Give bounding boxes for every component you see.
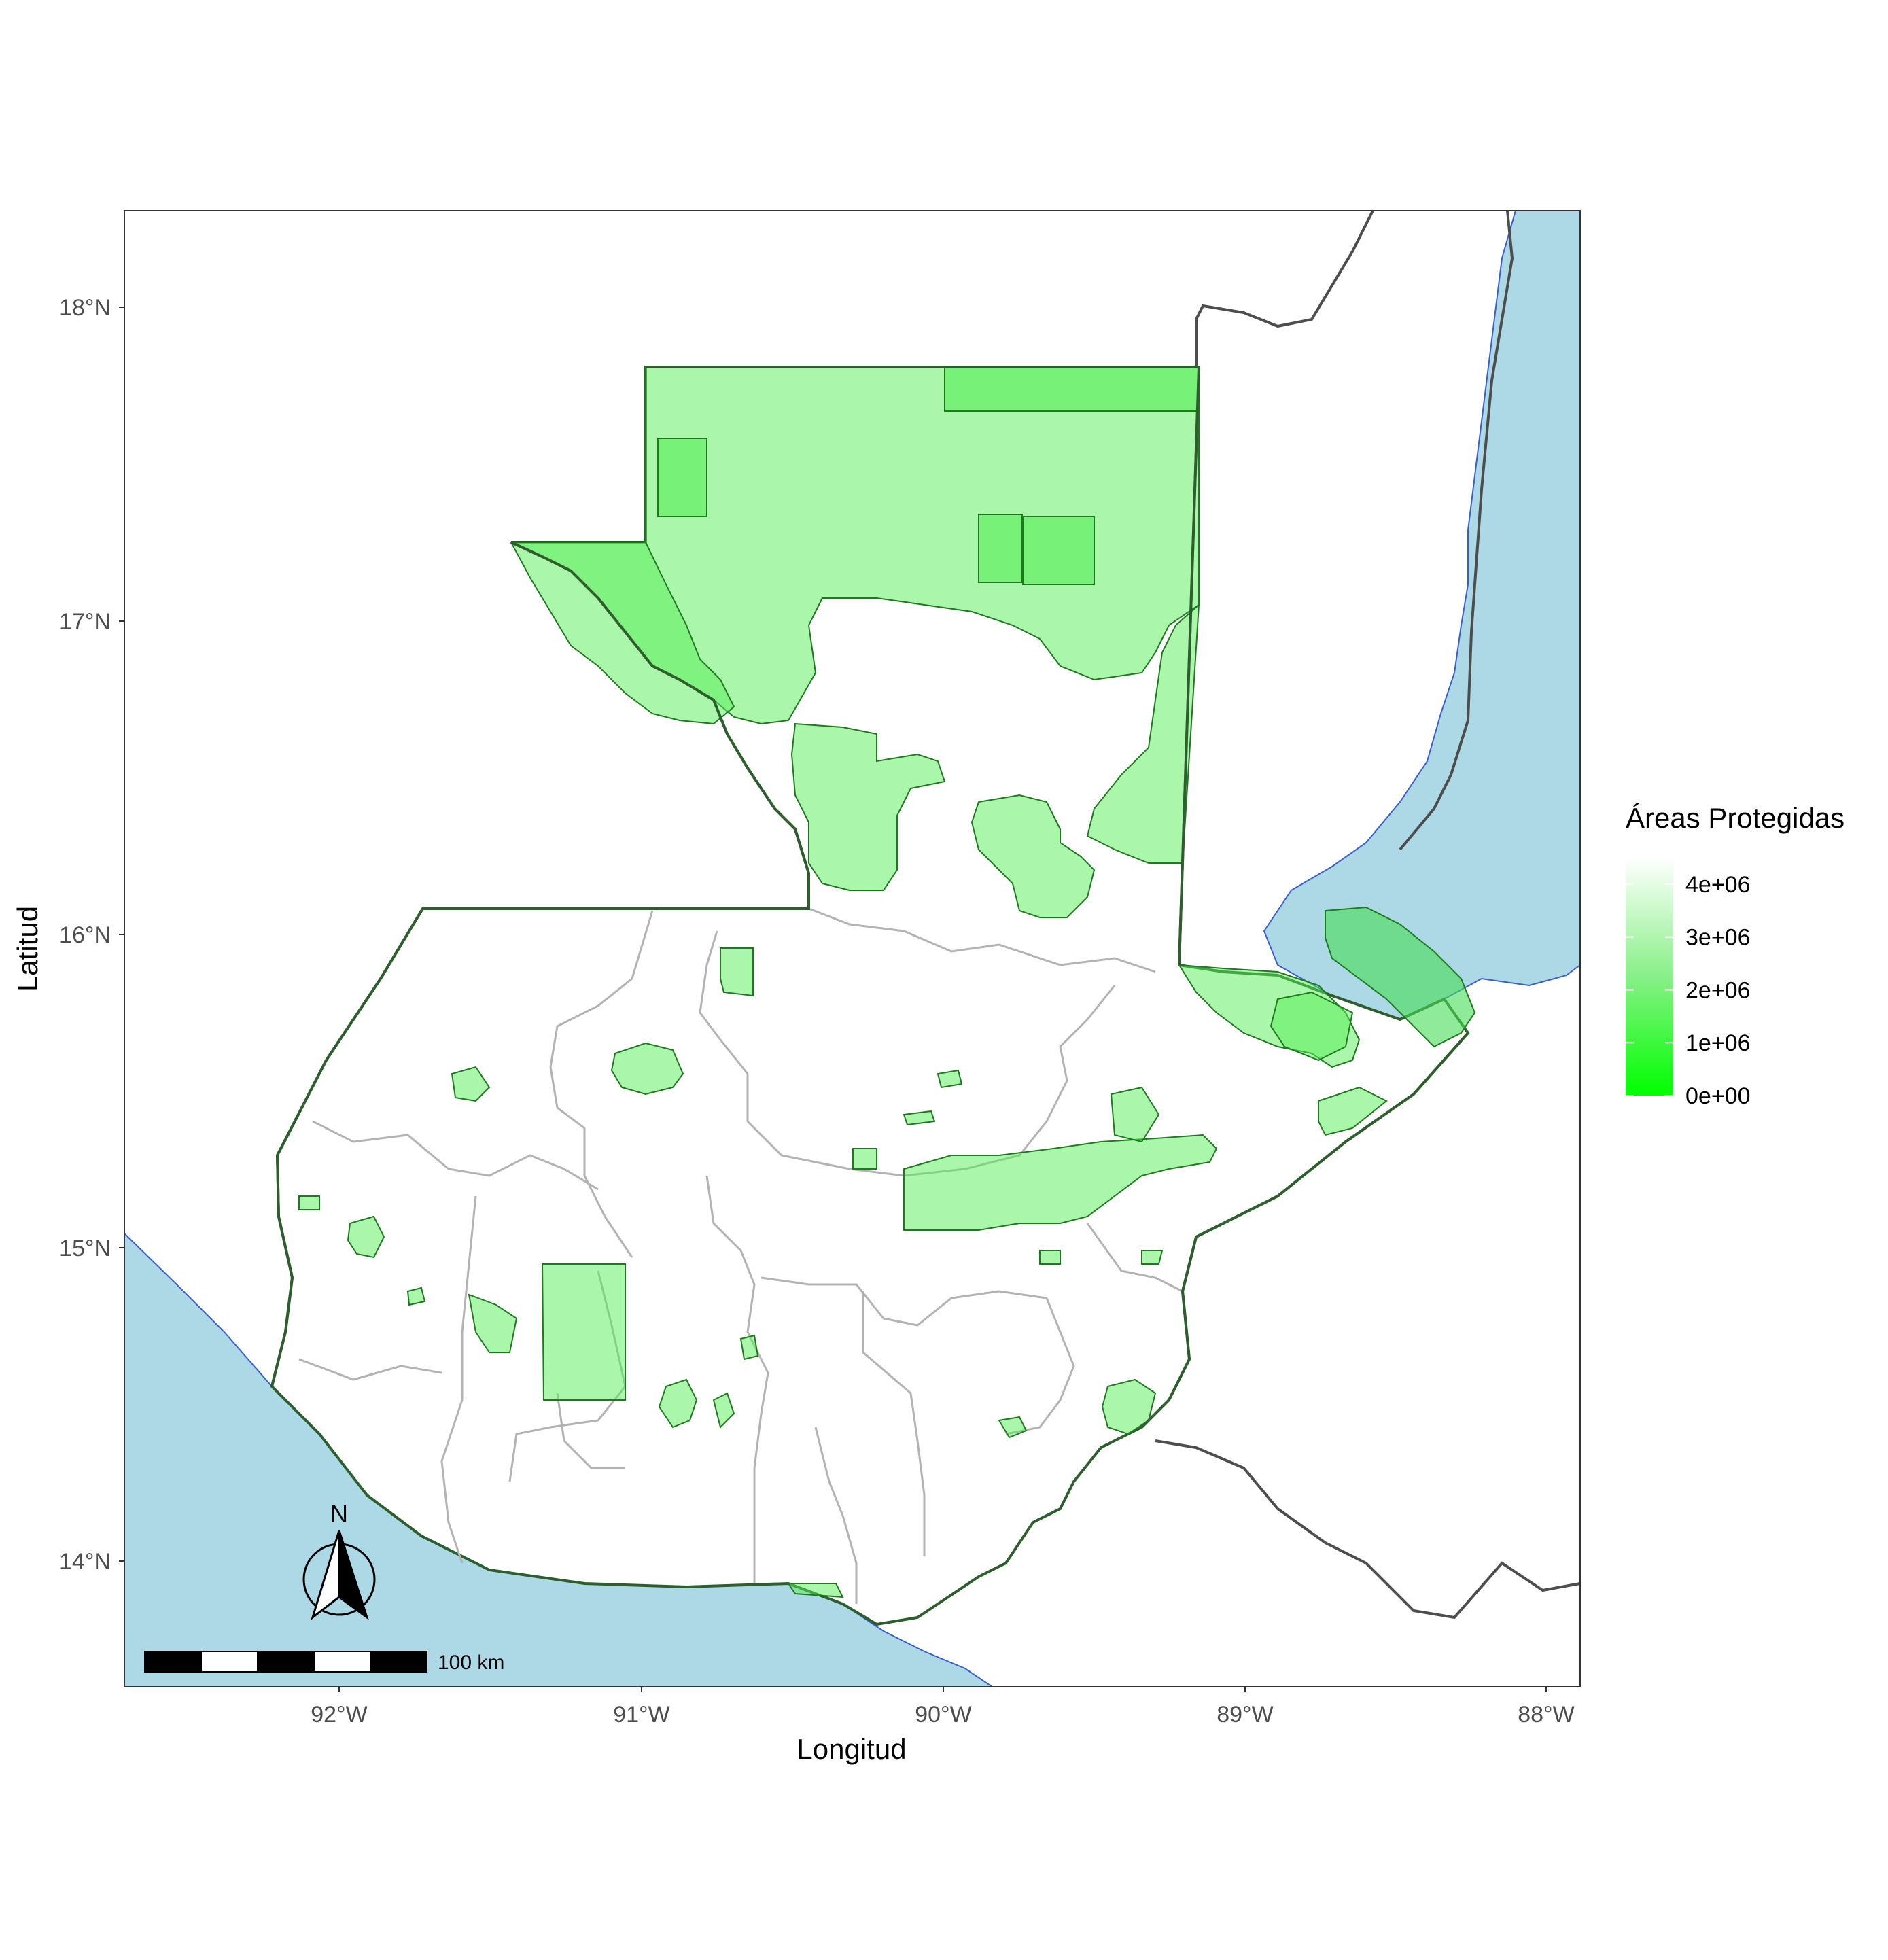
protected-area (720, 947, 754, 997)
dept-border (699, 930, 1116, 1177)
y-tick-label: 14°N (59, 1549, 111, 1575)
x-tick-label: 90°W (915, 1702, 972, 1728)
protected-areas (298, 366, 1476, 1598)
protected-area (406, 1287, 426, 1306)
x-axis: 92°W 91°W 90°W 89°W 88°W Longitud (311, 1687, 1575, 1765)
panel-border (124, 210, 1581, 1687)
protected-area (1141, 1250, 1164, 1265)
protected-area-cuchumatanes (610, 1042, 684, 1096)
dept-border (1086, 1223, 1183, 1293)
map-panel (124, 211, 1580, 1687)
protected-area-atitlan (541, 1263, 626, 1401)
protected-area (998, 1416, 1028, 1439)
protected-area (468, 1293, 518, 1353)
protected-area (1270, 991, 1354, 1062)
protected-area (852, 1148, 877, 1170)
y-tick-label: 17°N (59, 609, 111, 635)
protected-area-sierra-de-las-minas (903, 1134, 1218, 1231)
y-tick-label: 15°N (59, 1236, 111, 1261)
dept-border (556, 1393, 625, 1469)
protected-area (347, 1215, 385, 1259)
protected-area (451, 1066, 491, 1102)
protected-area-petexbatun (790, 722, 946, 891)
legend-colorbar (1626, 858, 1673, 1096)
protected-area (658, 1378, 698, 1429)
legend: Áreas Protegidas 4e+06 3e+06 2e+06 1e+06 0e+… (1626, 802, 1845, 1109)
protected-area (787, 1583, 844, 1598)
dept-border (298, 1358, 442, 1381)
belize-coast (1399, 211, 1514, 851)
mexico-belize-border (1195, 211, 1374, 367)
scale-bar-segment (144, 1651, 202, 1673)
scale-bar-segment (200, 1651, 258, 1673)
scale-bar-segment (257, 1651, 315, 1673)
dept-border (440, 1195, 477, 1564)
y-axis-title: Latitud (12, 906, 43, 992)
protected-area (1318, 1086, 1388, 1136)
protected-area (937, 1069, 963, 1089)
scale-bar-label: 100 km (438, 1651, 504, 1674)
dept-border (312, 1120, 599, 1191)
legend-ticks: 4e+06 3e+06 2e+06 1e+06 0e+00 (1626, 872, 1751, 1109)
protected-area-block (944, 366, 1200, 412)
honduras-border (1155, 1439, 1580, 1620)
protected-area-poptun (971, 794, 1096, 918)
north-arrow-icon (302, 1530, 376, 1621)
guatemala-border (270, 366, 1469, 1429)
protected-area (1039, 1250, 1061, 1265)
x-tick-label: 88°W (1518, 1702, 1575, 1728)
protected-area (298, 1195, 320, 1210)
legend-label: 3e+06 (1685, 925, 1751, 951)
legend-label: 1e+06 (1685, 1030, 1751, 1056)
protected-area (903, 1110, 936, 1126)
dept-border (862, 1291, 926, 1556)
protected-area (739, 1334, 759, 1361)
scale-bar: 100 km (144, 1651, 504, 1674)
y-axis: 18°N 17°N 16°N 15°N 14°N Latitud (12, 295, 124, 1575)
legend-label: 0e+00 (1685, 1083, 1751, 1109)
north-label: N (330, 1500, 348, 1528)
protected-area-block (978, 514, 1023, 583)
x-tick-label: 91°W (613, 1702, 670, 1728)
y-tick-label: 18°N (59, 295, 111, 321)
protected-area-block (657, 438, 707, 517)
scale-bar-segment (370, 1651, 427, 1673)
protected-area-east-corridor (1086, 603, 1200, 864)
legend-label: 4e+06 (1685, 872, 1751, 898)
y-tick-label: 16°N (59, 922, 111, 948)
dept-border (814, 1427, 858, 1604)
protected-area (712, 1392, 735, 1429)
x-tick-label: 89°W (1217, 1702, 1274, 1728)
dept-border (549, 910, 654, 1258)
x-tick-label: 92°W (311, 1702, 368, 1728)
x-axis-title: Longitud (797, 1733, 906, 1765)
north-arrow: N (302, 1500, 376, 1621)
protected-area-block (1022, 516, 1095, 585)
caribbean-sea (1263, 211, 1580, 1021)
legend-label: 2e+06 (1685, 977, 1751, 1003)
legend-title: Áreas Protegidas (1626, 802, 1845, 834)
protected-area-punta-manabique (1325, 906, 1476, 1048)
neighbor-borders (1155, 211, 1580, 1620)
dept-border (808, 907, 1156, 973)
protected-area (1101, 1378, 1157, 1435)
dept-border (761, 1276, 1075, 1435)
protected-area (1110, 1086, 1160, 1143)
scale-bar-segment (313, 1651, 371, 1673)
